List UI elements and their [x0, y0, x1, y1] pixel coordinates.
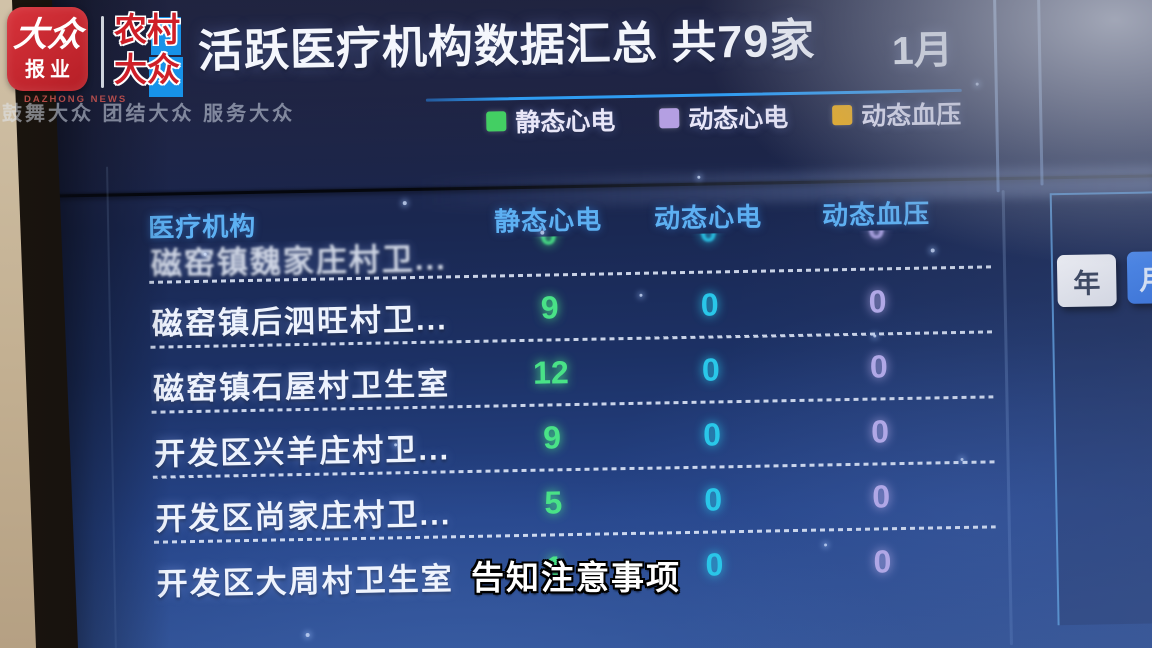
brand-divider [101, 16, 104, 88]
dynamic-ecg-value: 0 [702, 416, 722, 453]
sparkle-dot [402, 201, 407, 206]
sparkle-dot [873, 334, 877, 338]
sparkle-dot [697, 175, 701, 179]
sparkle-dot [305, 632, 310, 638]
legend-swatch-orange [832, 104, 853, 126]
sparkle-dot [975, 82, 979, 86]
dynamic-ecg-value: 0 [700, 286, 719, 323]
column-header-institution: 医疗机构 [147, 210, 257, 243]
legend-item-dynamic-ecg: 动态心电 [659, 98, 789, 136]
dynamic-bp-value: 0 [870, 413, 890, 450]
legend-label: 动态心电 [688, 104, 789, 134]
legend-label: 动态血压 [861, 100, 962, 131]
institution-name: 开发区兴羊庄村卫... [153, 431, 451, 472]
dynamic-ecg-value: 0 [701, 351, 721, 388]
institution-name: 磁窑镇石屋村卫生室 [152, 366, 451, 407]
dynamic-bp-value: 0 [868, 283, 887, 320]
brand-slogan: 鼓舞大众 团结大众 服务大众 [2, 103, 296, 125]
panel-seam-line [1001, 190, 1013, 646]
panel-seam-line [106, 166, 118, 648]
logo-text-sub: 报业 [25, 58, 75, 81]
sparkle-dot [824, 543, 828, 547]
sparkle-dot [394, 443, 398, 447]
sparkle-dot [203, 252, 207, 256]
year-toggle-button[interactable]: 年 [1056, 254, 1117, 308]
column-header-dynamic-bp: 动态血压 [821, 198, 931, 231]
dynamic-bp-value: 0 [871, 478, 891, 515]
sparkle-dot [540, 230, 545, 235]
dynamic-bp-value: 0 [873, 543, 892, 580]
dynamic-bp-value: 0 [869, 348, 889, 385]
month-toggle-button[interactable]: 月 [1126, 250, 1152, 304]
dazhong-logo: 大众 报业 [7, 7, 88, 91]
sparkle-dot [930, 248, 935, 253]
static-ecg-value: 9 [542, 419, 562, 456]
sparkle-dot [960, 457, 964, 461]
institution-name: 磁窑镇后泗旺村卫... [151, 301, 449, 342]
static-ecg-value: 5 [544, 484, 563, 521]
institution-name: 开发区尚家庄村卫... [155, 496, 452, 537]
column-header-static-ecg: 静态心电 [493, 204, 603, 237]
logo-text-main: 大众 [11, 14, 84, 55]
column-header-dynamic-ecg: 动态心电 [653, 201, 763, 234]
static-ecg-value: 12 [532, 354, 570, 391]
legend-item-dynamic-bp: 动态血压 [832, 95, 962, 133]
subtitle-caption: 告知注意事项 [471, 559, 681, 596]
month-label: 1月 [891, 29, 954, 74]
channel-name: 农村 大众 [114, 11, 180, 88]
sparkle-dot [639, 293, 643, 297]
news-branding: 大众 报业 DAZHONG NEWS 农村 大众 鼓舞大众 团结大众 服务大众 [0, 0, 560, 130]
legend-swatch-purple [659, 108, 680, 129]
dynamic-ecg-value: 0 [704, 481, 723, 518]
static-ecg-value: 9 [540, 289, 559, 326]
dynamic-bp-value: 0 [814, 228, 939, 247]
institutions-table: 医疗机构 静态心电 动态心电 动态血压 磁窑镇魏家庄村卫... 0 0 0 磁窑… [147, 192, 991, 601]
institution-name: 开发区大周村卫生室 [156, 561, 454, 602]
